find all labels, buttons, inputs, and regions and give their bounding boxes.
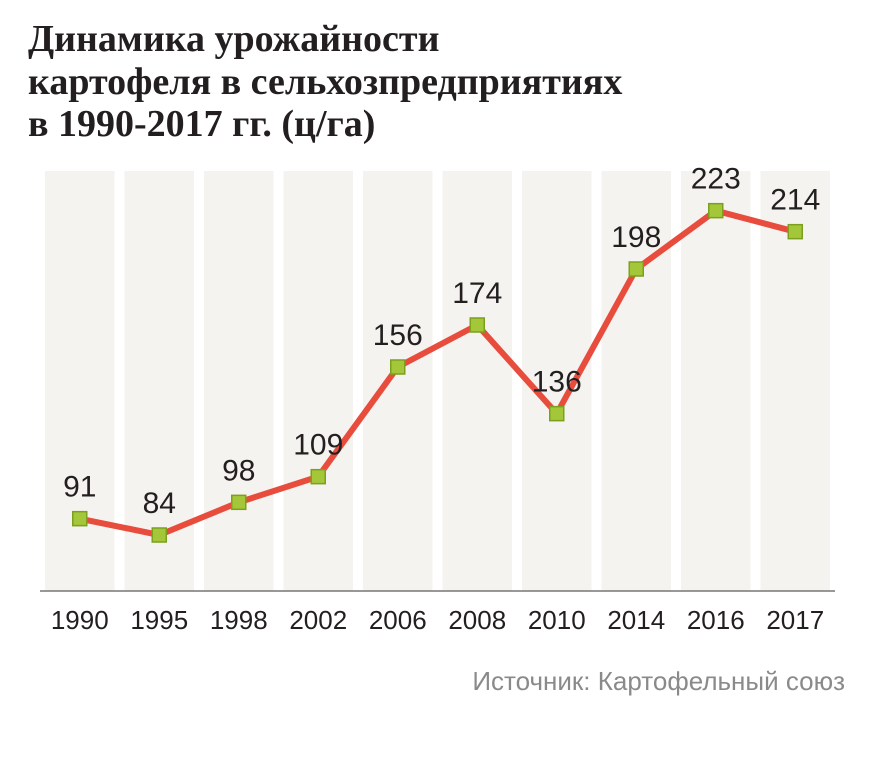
data-marker xyxy=(73,511,87,525)
value-label: 109 xyxy=(293,428,343,461)
x-tick-label: 2008 xyxy=(448,605,506,635)
data-marker xyxy=(470,318,484,332)
value-label: 223 xyxy=(691,162,741,195)
bg-bar xyxy=(363,171,433,591)
x-tick-label: 1995 xyxy=(130,605,188,635)
value-label: 84 xyxy=(143,487,176,520)
value-label: 91 xyxy=(63,470,96,503)
chart-source: Источник: Картофельный союз xyxy=(0,666,875,697)
data-marker xyxy=(152,528,166,542)
x-tick-label: 2017 xyxy=(766,605,824,635)
data-marker xyxy=(311,469,325,483)
value-label: 174 xyxy=(452,277,502,310)
x-tick-label: 1990 xyxy=(51,605,109,635)
data-marker xyxy=(629,262,643,276)
x-tick-label: 2002 xyxy=(289,605,347,635)
x-tick-label: 2016 xyxy=(687,605,745,635)
value-label: 198 xyxy=(611,221,661,254)
x-tick-label: 2006 xyxy=(369,605,427,635)
chart-title: Динамика урожайностикартофеля в сельхозп… xyxy=(0,0,875,146)
bg-bar xyxy=(204,171,274,591)
value-label: 98 xyxy=(222,454,255,487)
x-tick-label: 1998 xyxy=(210,605,268,635)
data-marker xyxy=(550,406,564,420)
data-marker xyxy=(788,224,802,238)
bg-bar xyxy=(284,171,354,591)
data-marker xyxy=(709,203,723,217)
line-chart: 1990 1995 1998 2002 2006 2008 2010 2014 2016 2017… xyxy=(0,146,875,666)
value-label: 214 xyxy=(770,183,820,216)
bg-bar xyxy=(681,171,751,591)
bg-bar xyxy=(45,171,115,591)
value-label: 156 xyxy=(373,319,423,352)
bg-bar xyxy=(443,171,513,591)
x-tick-label: 2010 xyxy=(528,605,586,635)
value-label: 136 xyxy=(532,365,582,398)
x-tick-label: 2014 xyxy=(607,605,665,635)
data-marker xyxy=(232,495,246,509)
chart-area: 1990 1995 1998 2002 2006 2008 2010 2014 2016 2017… xyxy=(0,146,875,666)
data-marker xyxy=(391,360,405,374)
